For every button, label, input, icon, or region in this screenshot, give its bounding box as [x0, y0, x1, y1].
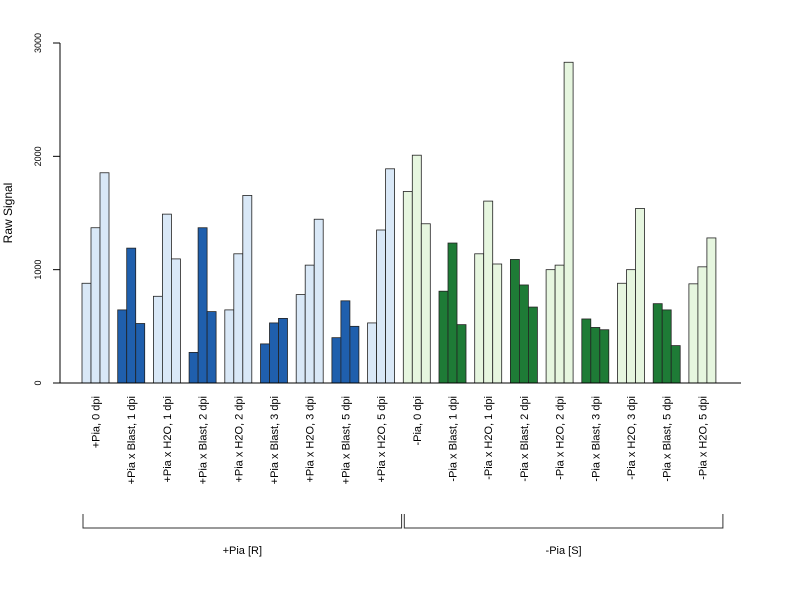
bar: [269, 322, 279, 384]
category-label: +Pia x H2O, 2 dpi: [233, 396, 245, 483]
bar: [402, 191, 413, 384]
bar: [483, 200, 494, 384]
bar: [349, 325, 360, 384]
category-label: +Pia x Blast, 3 dpi: [269, 396, 281, 484]
bar: [331, 337, 342, 384]
category-label: -Pia x H2O, 2 dpi: [555, 396, 567, 480]
bar: [304, 264, 315, 384]
bar: [617, 282, 627, 384]
category-label: +Pia x H2O, 3 dpi: [305, 396, 317, 483]
bar: [420, 223, 431, 384]
bar: [135, 323, 146, 384]
bars-layer: [81, 61, 717, 384]
bar: [474, 253, 485, 384]
bar: [117, 309, 128, 384]
bar: [295, 294, 306, 384]
y-axis-label: Raw Signal: [1, 183, 15, 244]
bar: [161, 213, 172, 384]
bar: [554, 264, 565, 384]
bar: [688, 283, 699, 384]
bar: [652, 303, 663, 384]
category-label: -Pia x Blast, 5 dpi: [662, 396, 674, 482]
bar: [313, 218, 324, 384]
y-ticks: 0 1000 2000 3000: [33, 33, 60, 386]
category-label: -Pia x H2O, 5 dpi: [697, 396, 709, 480]
category-label: -Pia, 0 dpi: [412, 396, 424, 446]
bar: [385, 168, 396, 384]
bar: [278, 317, 288, 384]
bar: [188, 351, 199, 384]
bar: [197, 227, 208, 384]
category-label: +Pia x Blast, 2 dpi: [198, 396, 210, 484]
group-brackets: +Pia [R] -Pia [S]: [82, 514, 724, 557]
category-label: +Pia, 0 dpi: [91, 396, 103, 448]
bar: [152, 295, 163, 384]
bar: [447, 242, 458, 384]
bar: [367, 322, 378, 384]
bar: [563, 61, 574, 384]
category-label: -Pia x H2O, 3 dpi: [626, 396, 638, 480]
bar: [224, 309, 235, 384]
bar: [599, 329, 610, 384]
bar: [706, 237, 717, 384]
bar: [376, 229, 387, 384]
category-label: +Pia x Blast, 5 dpi: [340, 396, 352, 484]
bar: [340, 300, 351, 384]
category-label: +Pia x H2O, 1 dpi: [162, 396, 174, 483]
y-tick-label: 3000: [33, 33, 43, 53]
category-label: +Pia x H2O, 5 dpi: [376, 396, 388, 483]
y-tick-label: 1000: [33, 260, 43, 280]
bar: [626, 269, 636, 384]
bar: [519, 284, 529, 384]
group-label: +Pia [R]: [223, 545, 262, 557]
bar: [260, 343, 270, 384]
bar: [170, 258, 181, 384]
category-label: -Pia x Blast, 1 dpi: [448, 396, 460, 482]
bar: [456, 324, 467, 384]
bar: [81, 282, 92, 384]
bar: [697, 266, 708, 384]
bar: [545, 269, 556, 384]
bar: [438, 290, 449, 384]
bar: [411, 154, 422, 384]
bar: [233, 253, 244, 384]
bar: [528, 306, 538, 384]
bar: [581, 318, 592, 384]
group-bracket: [403, 514, 724, 529]
category-label: -Pia x H2O, 1 dpi: [483, 396, 495, 480]
category-labels: +Pia, 0 dpi +Pia x Blast, 1 dpi +Pia x H2O…: [91, 396, 710, 484]
bar: [492, 263, 503, 384]
category-label: -Pia x Blast, 2 dpi: [519, 396, 531, 482]
bar: [670, 345, 681, 384]
bar: [126, 247, 137, 384]
y-tick-label: 0: [33, 380, 43, 385]
group-label: -Pia [S]: [546, 545, 582, 557]
bar: [590, 327, 601, 384]
bar: [206, 311, 217, 384]
bar: [509, 259, 520, 384]
y-tick-label: 2000: [33, 146, 43, 166]
bar: [635, 208, 645, 384]
group-bracket: [82, 514, 403, 529]
bar: [90, 227, 101, 384]
bar: [99, 172, 110, 384]
bar: [242, 195, 253, 384]
category-label: +Pia x Blast, 1 dpi: [126, 396, 138, 484]
category-label: -Pia x Blast, 3 dpi: [590, 396, 602, 482]
bar: [661, 309, 672, 384]
